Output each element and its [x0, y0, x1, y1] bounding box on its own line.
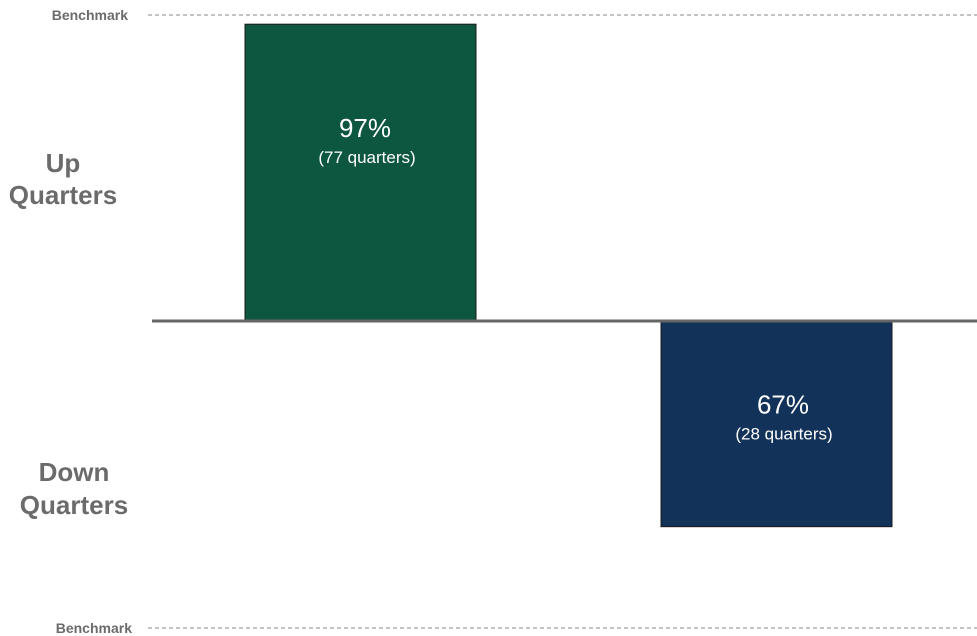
bar-down-capture: [660, 320, 893, 528]
down-quarters-label-line2: Quarters: [20, 490, 128, 520]
up-quarters-label-line2: Quarters: [9, 180, 117, 210]
benchmark-label-bottom: Benchmark: [56, 620, 132, 636]
down-quarters-label-line1: Down: [39, 457, 110, 487]
benchmark-label-top: Benchmark: [52, 7, 128, 23]
bar-up-quarters-label: (77 quarters): [318, 148, 415, 167]
bar-down-value-label: 67%: [757, 390, 809, 420]
up-quarters-label-line1: Up: [46, 148, 81, 178]
bar-up-capture: [244, 23, 477, 322]
bar-down-quarters-label: (28 quarters): [735, 425, 832, 444]
bar-up-value-label: 97%: [339, 113, 391, 143]
